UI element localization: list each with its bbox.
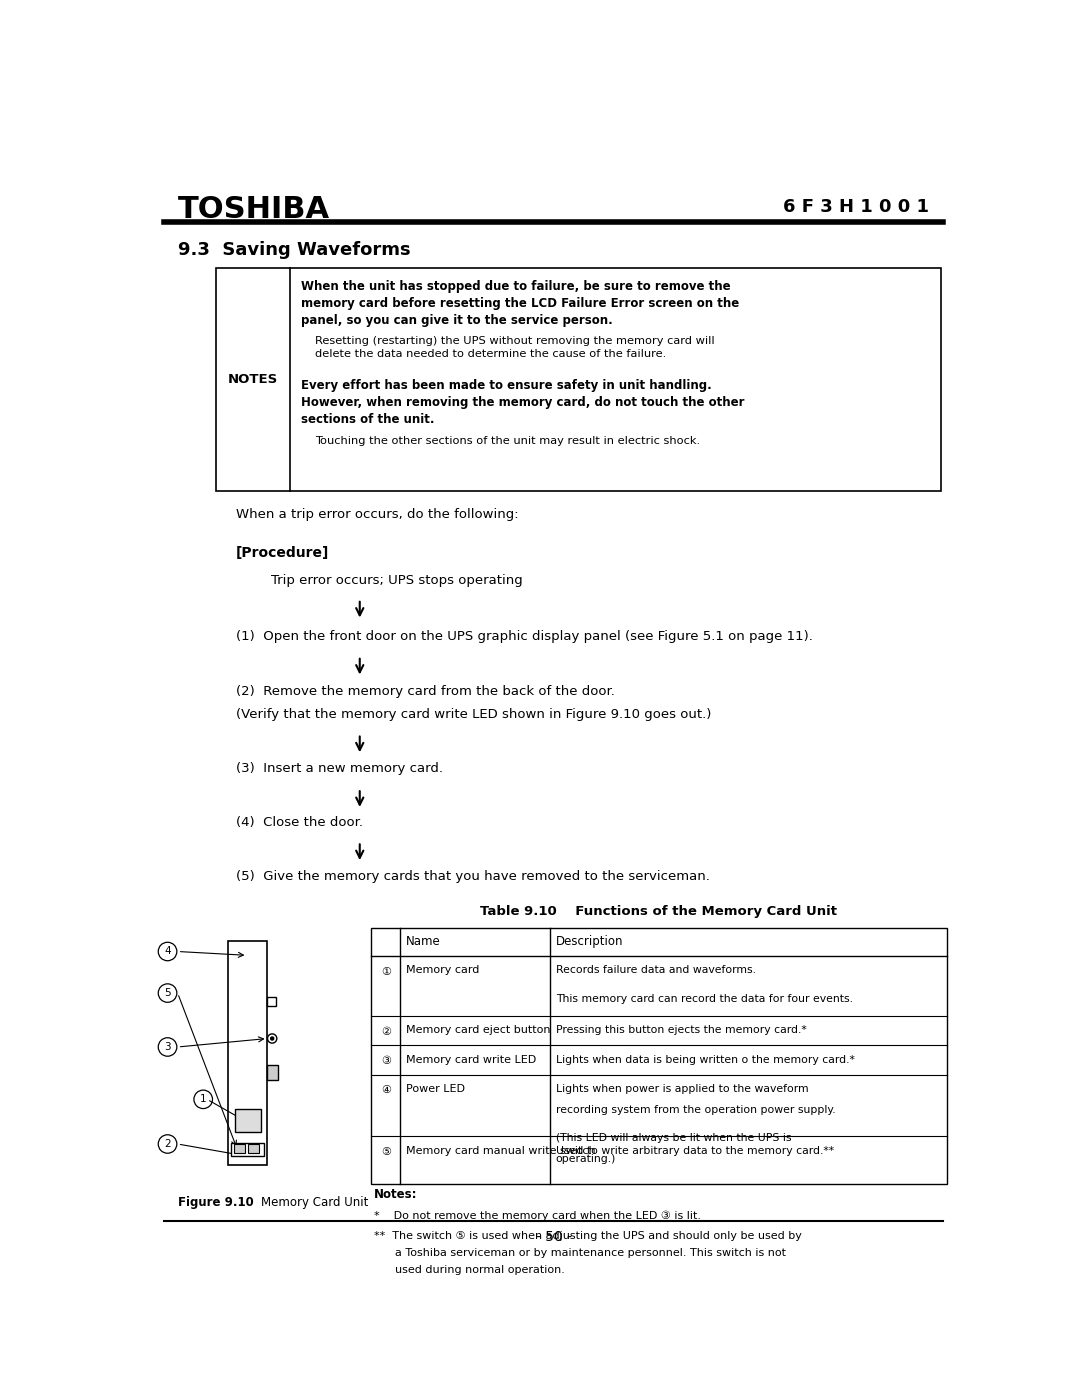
Text: Memory card eject button: Memory card eject button — [406, 1025, 551, 1035]
Bar — [267, 997, 276, 1006]
Text: 9.3  Saving Waveforms: 9.3 Saving Waveforms — [177, 240, 410, 258]
Text: Power LED: Power LED — [406, 1084, 465, 1094]
Text: Resetting (restarting) the UPS without removing the memory card will
delete the : Resetting (restarting) the UPS without r… — [314, 335, 715, 359]
Text: ②: ② — [381, 1027, 391, 1037]
Text: recording system from the operation power supply.: recording system from the operation powe… — [556, 1105, 836, 1115]
Bar — [248, 1144, 259, 1154]
Circle shape — [271, 1037, 273, 1039]
Bar — [372, 929, 947, 1185]
Text: Lights when data is being written o the memory card.*: Lights when data is being written o the … — [556, 1055, 854, 1065]
Text: (2)  Remove the memory card from the back of the door.: (2) Remove the memory card from the back… — [235, 685, 615, 698]
Text: Notes:: Notes: — [374, 1187, 417, 1201]
Text: (4)  Close the door.: (4) Close the door. — [235, 816, 363, 828]
Text: **  The switch ⑤ is used when adjusting the UPS and should only be used by: ** The switch ⑤ is used when adjusting t… — [374, 1231, 801, 1241]
Text: This memory card can record the data for four events.: This memory card can record the data for… — [556, 993, 853, 1004]
Text: When the unit has stopped due to failure, be sure to remove the
memory card befo: When the unit has stopped due to failure… — [301, 279, 739, 327]
Text: (This LED will always be lit when the UPS is: (This LED will always be lit when the UP… — [556, 1133, 792, 1143]
Text: Table 9.10    Functions of the Memory Card Unit: Table 9.10 Functions of the Memory Card … — [480, 905, 837, 918]
Text: NOTES: NOTES — [228, 373, 279, 386]
Text: TOSHIBA: TOSHIBA — [177, 194, 329, 224]
Bar — [234, 1144, 245, 1154]
Text: Memory card: Memory card — [406, 965, 480, 975]
Text: operating.): operating.) — [556, 1154, 617, 1164]
Text: *    Do not remove the memory card when the LED ③ is lit.: * Do not remove the memory card when the… — [374, 1211, 701, 1221]
Text: ④: ④ — [381, 1085, 391, 1095]
Text: Name: Name — [406, 935, 441, 947]
Text: (3)  Insert a new memory card.: (3) Insert a new memory card. — [235, 763, 443, 775]
Text: Lights when power is applied to the waveform: Lights when power is applied to the wave… — [556, 1084, 809, 1094]
Text: (1)  Open the front door on the UPS graphic display panel (see Figure 5.1 on pag: (1) Open the front door on the UPS graph… — [235, 630, 812, 643]
Text: Trip error occurs; UPS stops operating: Trip error occurs; UPS stops operating — [271, 574, 523, 587]
Text: Description: Description — [556, 935, 623, 947]
Text: Every effort has been made to ensure safety in unit handling.
However, when remo: Every effort has been made to ensure saf… — [301, 380, 744, 426]
Text: Used to write arbitrary data to the memory card.**: Used to write arbitrary data to the memo… — [556, 1146, 834, 1155]
Text: [Procedure]: [Procedure] — [235, 546, 329, 560]
Text: 5: 5 — [164, 988, 171, 997]
Text: Memory Card Unit: Memory Card Unit — [246, 1196, 368, 1208]
Text: ⑤: ⑤ — [381, 1147, 391, 1157]
Text: 1: 1 — [200, 1094, 206, 1105]
Text: 3: 3 — [164, 1042, 171, 1052]
Text: 4: 4 — [164, 947, 171, 957]
Bar — [235, 1109, 260, 1133]
Text: 6 F 3 H 1 0 0 1: 6 F 3 H 1 0 0 1 — [783, 198, 930, 217]
Text: (Verify that the memory card write LED shown in Figure 9.10 goes out.): (Verify that the memory card write LED s… — [235, 708, 711, 721]
Text: used during normal operation.: used during normal operation. — [374, 1264, 565, 1275]
Text: Touching the other sections of the unit may result in electric shock.: Touching the other sections of the unit … — [314, 436, 700, 446]
Text: Records failure data and waveforms.: Records failure data and waveforms. — [556, 965, 756, 975]
Text: a Toshiba serviceman or by maintenance personnel. This switch is not: a Toshiba serviceman or by maintenance p… — [374, 1248, 786, 1257]
Text: 2: 2 — [164, 1139, 171, 1148]
Text: ③: ③ — [381, 1056, 391, 1066]
Text: (5)  Give the memory cards that you have removed to the serviceman.: (5) Give the memory cards that you have … — [235, 870, 710, 883]
Text: Figure 9.10: Figure 9.10 — [177, 1196, 254, 1208]
Bar — [267, 1065, 278, 1080]
Text: ①: ① — [381, 967, 391, 977]
Bar — [231, 1143, 264, 1155]
Bar — [216, 268, 941, 490]
Text: Pressing this button ejects the memory card.*: Pressing this button ejects the memory c… — [556, 1025, 807, 1035]
Bar — [228, 942, 267, 1165]
Text: Memory card manual write switch: Memory card manual write switch — [406, 1146, 596, 1155]
Text: When a trip error occurs, do the following:: When a trip error occurs, do the followi… — [235, 509, 518, 521]
Text: Memory card write LED: Memory card write LED — [406, 1055, 537, 1065]
Text: - 50 -: - 50 - — [536, 1231, 571, 1245]
